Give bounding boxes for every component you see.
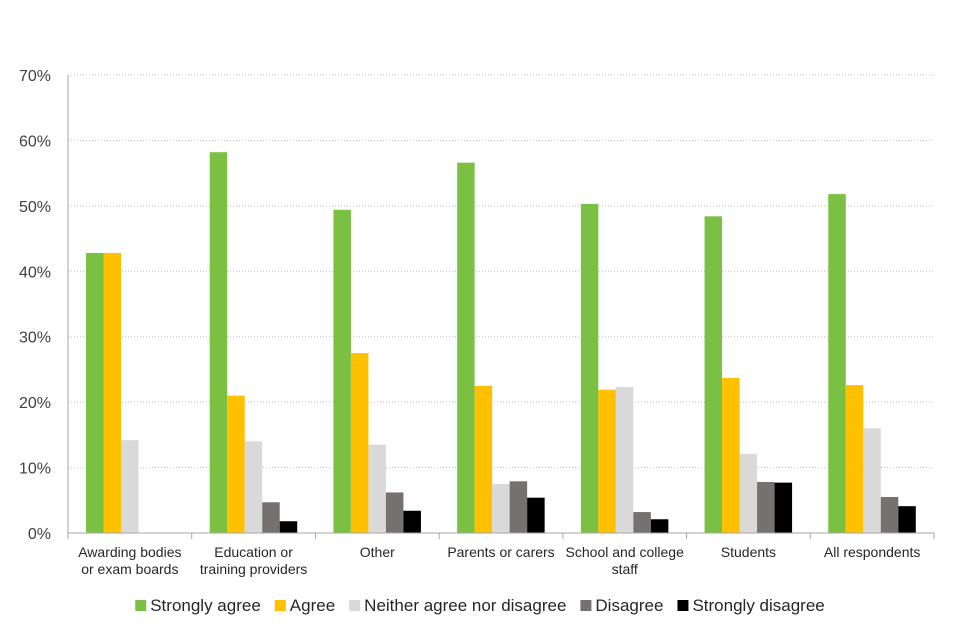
bar-neither-agree-nor-disagree bbox=[739, 453, 758, 533]
x-category-label: Awarding bodies or exam boards bbox=[78, 544, 181, 577]
legend-label: Agree bbox=[290, 596, 335, 615]
legend-label: Strongly agree bbox=[150, 596, 261, 615]
bar-strongly-agree bbox=[704, 216, 723, 533]
x-category-label: Students bbox=[721, 544, 776, 560]
x-category-label: Parents or carers bbox=[447, 544, 554, 560]
legend-swatch bbox=[580, 600, 592, 611]
bar-strongly-disagree bbox=[774, 482, 793, 533]
bar-strongly-disagree bbox=[279, 521, 298, 533]
bar-disagree bbox=[262, 502, 280, 533]
y-tick-label: 60% bbox=[19, 133, 51, 150]
bar-strongly-agree bbox=[457, 162, 475, 533]
bar-disagree bbox=[633, 512, 651, 533]
legend-item: Strongly agree bbox=[135, 596, 261, 615]
y-tick-label: 50% bbox=[19, 199, 51, 216]
bar-strongly-agree bbox=[333, 209, 351, 534]
y-tick-label: 40% bbox=[19, 264, 51, 281]
bar-disagree bbox=[509, 481, 528, 533]
x-category-label: All respondents bbox=[824, 544, 921, 560]
bar-strongly-agree bbox=[86, 252, 104, 534]
bar-strongly-disagree bbox=[650, 519, 669, 533]
legend-swatch bbox=[135, 600, 147, 611]
x-category-label: School and college staff bbox=[566, 544, 685, 577]
bar-agree bbox=[350, 353, 369, 533]
bar-agree bbox=[474, 385, 493, 533]
x-category-label: Education or training providers bbox=[200, 544, 307, 577]
x-axis bbox=[67, 75, 935, 539]
legend-swatch bbox=[677, 600, 689, 611]
bar-strongly-disagree bbox=[403, 510, 421, 533]
bar-agree bbox=[227, 395, 245, 533]
bar-neither-agree-nor-disagree bbox=[368, 444, 386, 533]
x-axis-category-labels: Awarding bodies or exam boards Education o… bbox=[78, 544, 920, 577]
y-tick-label: 30% bbox=[19, 330, 51, 347]
bar-strongly-disagree bbox=[527, 497, 545, 533]
legend-label: Strongly disagree bbox=[692, 596, 824, 615]
legend-item: Disagree bbox=[580, 596, 663, 615]
legend-item: Strongly disagree bbox=[677, 596, 825, 615]
legend-label: Neither agree nor disagree bbox=[364, 596, 566, 615]
bar-neither-agree-nor-disagree bbox=[121, 440, 139, 533]
y-tick-label: 70% bbox=[19, 68, 51, 85]
legend-item: Neither agree nor disagree bbox=[349, 596, 566, 615]
y-tick-label: 20% bbox=[19, 395, 51, 412]
bar-strongly-disagree bbox=[898, 506, 916, 533]
bars bbox=[86, 152, 916, 534]
bar-neither-agree-nor-disagree bbox=[615, 387, 634, 533]
bar-disagree bbox=[385, 492, 404, 533]
bar-disagree bbox=[757, 481, 775, 533]
bar-neither-agree-nor-disagree bbox=[244, 441, 263, 533]
legend-swatch bbox=[274, 600, 286, 611]
bar-agree bbox=[103, 252, 121, 534]
bar-strongly-agree bbox=[580, 203, 599, 533]
bar-agree bbox=[722, 377, 740, 533]
x-category-label: Other bbox=[360, 544, 395, 560]
legend-item: Agree bbox=[274, 596, 335, 615]
bar-strongly-agree bbox=[209, 152, 228, 533]
gridlines bbox=[68, 74, 934, 469]
y-axis-tick-labels: 0% 10% 20% 30% 40% 50% 60% 70% bbox=[19, 68, 51, 543]
legend-swatch bbox=[349, 600, 361, 611]
bar-disagree bbox=[880, 497, 899, 533]
bar-neither-agree-nor-disagree bbox=[863, 428, 881, 533]
legend-label: Disagree bbox=[595, 596, 663, 615]
y-tick-label: 10% bbox=[19, 461, 51, 478]
legend: Strongly agree Agree Neither agree nor dis… bbox=[135, 596, 825, 615]
y-tick-label: 0% bbox=[28, 526, 51, 543]
bar-agree bbox=[598, 389, 616, 533]
bar-neither-agree-nor-disagree bbox=[492, 483, 510, 533]
bar-strongly-agree bbox=[828, 194, 846, 533]
bar-agree bbox=[845, 385, 864, 533]
